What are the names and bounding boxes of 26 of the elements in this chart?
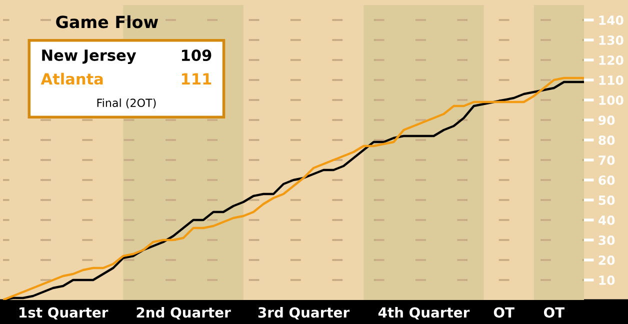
x-tick-label: OT: [544, 307, 565, 318]
y-tick-label: 120: [599, 55, 624, 65]
x-tick-label: OT: [494, 307, 514, 318]
x-tick-label: 3rd Quarter: [258, 306, 350, 320]
annotation: 109: [182, 50, 212, 62]
text: Game Flow: [56, 15, 158, 28]
y-tick-label: 140: [599, 15, 624, 25]
y-tick-label: 110: [599, 75, 624, 85]
y-tick-label: 10: [599, 275, 615, 285]
y-tick-label: 90: [598, 115, 615, 125]
y-tick-label: 60: [598, 175, 615, 185]
y-tick-label: 70: [598, 155, 615, 165]
y-tick-label: 50: [598, 195, 615, 205]
x-tick-label: 2nd Quarter: [136, 306, 231, 320]
text: New Jersey: [42, 50, 136, 64]
y-tick-label: 80: [598, 135, 615, 145]
text: Atlanta: [40, 72, 103, 85]
x-tick-label: 4th Quarter: [378, 306, 470, 320]
x-tick-label: 1st Quarter: [20, 307, 108, 320]
annotation: Final (2OT): [97, 98, 156, 108]
y-tick-label: 130: [599, 35, 624, 45]
annotation: 111: [182, 73, 212, 84]
y-tick-label: 30: [598, 235, 615, 245]
y-tick-label: 100: [599, 95, 624, 105]
y-tick-label: 40: [598, 215, 615, 225]
y-tick-label: 20: [598, 255, 615, 265]
